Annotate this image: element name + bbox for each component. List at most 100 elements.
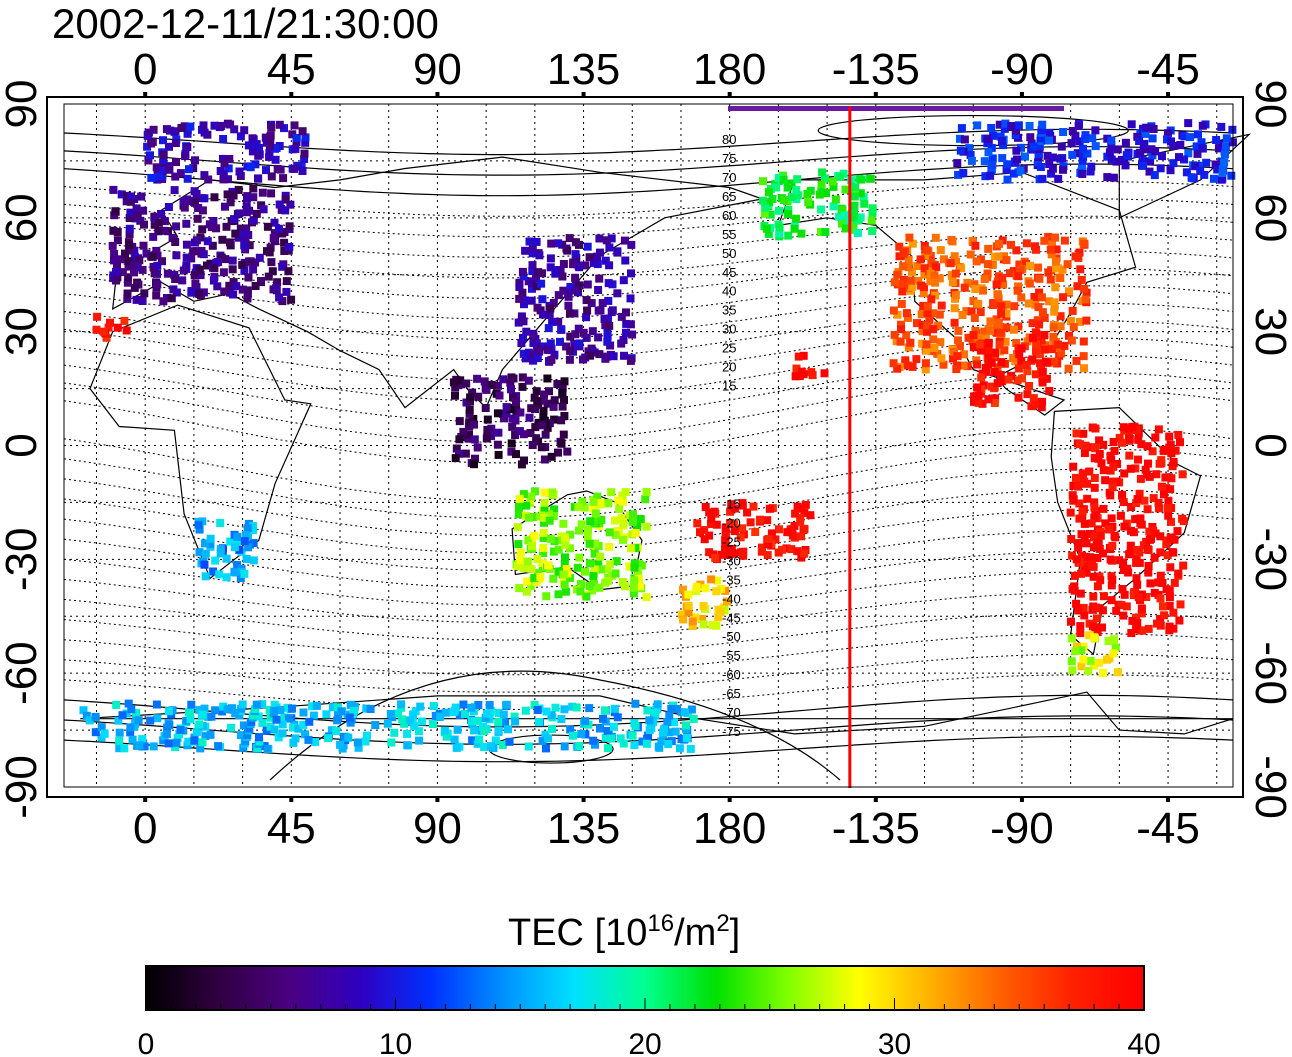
tec-point [605, 243, 614, 252]
tec-point [235, 711, 244, 720]
tec-point [291, 734, 300, 743]
tec-point [328, 703, 337, 712]
tec-point [1137, 520, 1146, 529]
tec-point [288, 130, 297, 139]
tec-point [528, 278, 537, 287]
tec-point [176, 169, 185, 178]
tec-point [166, 126, 174, 135]
tec-point [123, 278, 132, 287]
tec-point [1173, 527, 1182, 536]
tec-point [758, 543, 766, 552]
tec-point [239, 721, 248, 730]
bottom-lon-tick: 45 [267, 804, 316, 853]
tec-point [270, 725, 279, 734]
tec-point [495, 391, 504, 400]
tec-point [616, 734, 625, 743]
bottom-lon-tick: -135 [832, 804, 920, 853]
left-lat-tick: 0 [0, 433, 46, 457]
tec-point [1119, 566, 1128, 574]
tec-point [739, 547, 748, 556]
tec-point [118, 268, 127, 277]
tec-point [582, 296, 591, 305]
tec-point [475, 735, 483, 744]
tec-point [540, 503, 549, 512]
tec-point [124, 262, 133, 271]
tec-point [253, 744, 262, 752]
tec-point [1198, 121, 1207, 130]
tec-point [764, 188, 773, 197]
tec-point [530, 573, 539, 582]
tec-point [1026, 133, 1035, 142]
tec-point [1215, 140, 1224, 149]
tec-point [1013, 376, 1022, 385]
tec-point [122, 191, 131, 200]
tec-point [210, 193, 219, 202]
tec-point [544, 561, 553, 570]
tec-point [603, 565, 612, 574]
tec-point [191, 279, 200, 288]
tec-point [850, 208, 858, 217]
tec-point [642, 488, 651, 496]
tec-point [1106, 555, 1115, 564]
tec-point [1002, 256, 1011, 265]
tec-point [270, 706, 279, 715]
tec-point [249, 135, 258, 144]
tec-point [223, 704, 232, 713]
tec-point [1016, 265, 1025, 274]
tec-point [763, 516, 772, 525]
tec-point [1074, 253, 1083, 262]
tec-point [1029, 394, 1038, 403]
tec-point [641, 495, 650, 504]
tec-point [749, 502, 758, 511]
tec-point [605, 542, 613, 551]
tec-point [817, 228, 826, 236]
colorbar-tick-label: 10 [379, 1028, 412, 1057]
tec-point [613, 289, 622, 298]
tec-point [1076, 622, 1085, 631]
tec-point [178, 276, 187, 285]
tec-point [165, 142, 173, 151]
tec-point [954, 170, 963, 179]
tec-point [138, 735, 147, 744]
tec-point [600, 314, 609, 323]
tec-point [1083, 149, 1092, 158]
tec-point [507, 385, 515, 394]
tec-point [554, 448, 562, 457]
tec-point [634, 574, 643, 583]
tec-point [1077, 275, 1086, 284]
tec-point [214, 742, 223, 751]
tec-point [1135, 489, 1144, 498]
tec-point [1072, 429, 1081, 438]
tec-point [1089, 572, 1098, 581]
tec-point [451, 454, 460, 463]
tec-point [898, 287, 907, 296]
tec-point [1081, 295, 1090, 304]
tec-point [1109, 438, 1118, 446]
tec-point [619, 519, 628, 528]
tec-point [244, 543, 253, 552]
tec-point [1141, 465, 1150, 474]
tec-point [546, 339, 555, 348]
tec-point [1169, 608, 1178, 617]
tec-point [957, 264, 965, 273]
tec-point [868, 208, 877, 217]
tec-point [629, 589, 638, 598]
tec-point [1015, 260, 1024, 269]
tec-point [792, 364, 801, 373]
tec-point [1137, 609, 1146, 618]
magnetic-latitude-labels: 8075706560555045403530252015-15-20-25-30… [722, 132, 741, 739]
tec-point [102, 333, 111, 342]
north-magnetic-pole-contour [817, 114, 1129, 147]
tec-point [582, 333, 591, 342]
tec-point [1040, 313, 1049, 322]
tec-point [281, 195, 290, 204]
tec-point [1079, 144, 1087, 153]
tec-point [390, 728, 399, 737]
tec-point [931, 278, 940, 287]
tec-point [243, 194, 251, 203]
coast-antarctica [80, 691, 1234, 735]
tec-point [903, 361, 912, 370]
tec-point [581, 730, 590, 739]
tec-point [522, 587, 531, 596]
